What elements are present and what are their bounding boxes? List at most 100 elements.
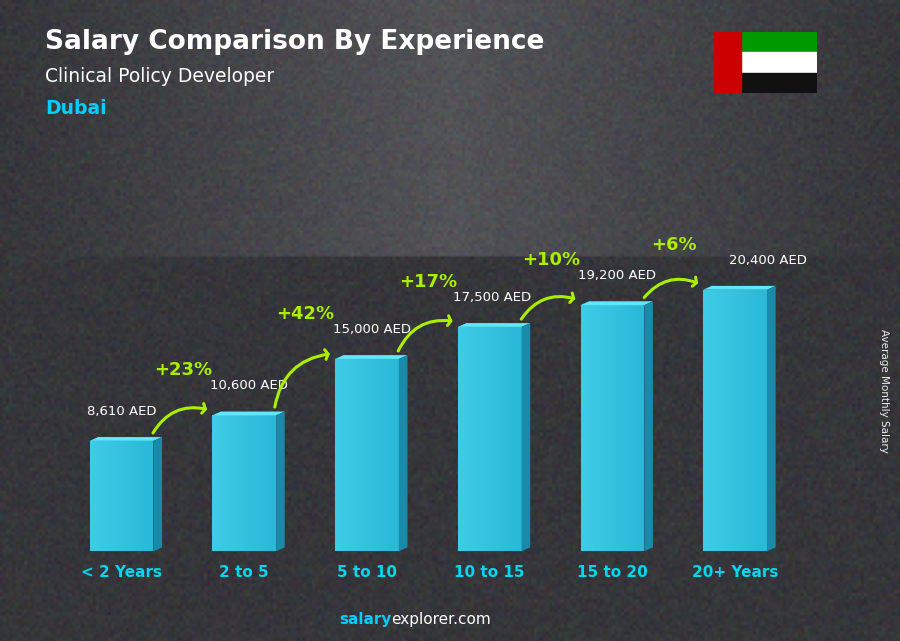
Text: salary: salary bbox=[339, 612, 392, 627]
Bar bbox=[590, 305, 593, 551]
Bar bbox=[703, 290, 706, 551]
Text: Dubai: Dubai bbox=[45, 99, 106, 119]
Bar bbox=[714, 32, 742, 93]
Bar bbox=[764, 290, 767, 551]
Bar bbox=[386, 359, 390, 551]
Bar bbox=[351, 359, 355, 551]
Bar bbox=[458, 327, 461, 551]
Bar bbox=[380, 359, 382, 551]
Bar bbox=[212, 415, 215, 551]
Bar bbox=[480, 327, 483, 551]
Bar bbox=[361, 359, 364, 551]
Text: +6%: +6% bbox=[651, 236, 697, 254]
Bar bbox=[264, 415, 266, 551]
Polygon shape bbox=[703, 286, 776, 290]
Bar bbox=[250, 415, 254, 551]
Bar bbox=[103, 441, 105, 551]
Bar bbox=[374, 359, 376, 551]
Bar bbox=[392, 359, 396, 551]
Bar bbox=[364, 359, 367, 551]
Bar bbox=[628, 305, 632, 551]
Text: 17,500 AED: 17,500 AED bbox=[453, 291, 531, 304]
Bar bbox=[231, 415, 235, 551]
Bar bbox=[719, 290, 723, 551]
Bar bbox=[616, 305, 619, 551]
Bar bbox=[634, 305, 638, 551]
Bar bbox=[725, 290, 729, 551]
Bar bbox=[612, 305, 616, 551]
Bar bbox=[122, 441, 125, 551]
Bar bbox=[754, 290, 758, 551]
Bar bbox=[732, 290, 735, 551]
Text: +17%: +17% bbox=[400, 273, 457, 291]
Bar bbox=[703, 290, 767, 551]
Bar bbox=[134, 441, 138, 551]
Bar bbox=[619, 305, 622, 551]
Bar bbox=[215, 415, 219, 551]
Bar bbox=[473, 327, 477, 551]
Bar bbox=[518, 327, 522, 551]
Bar bbox=[632, 305, 634, 551]
Bar bbox=[140, 441, 144, 551]
Bar bbox=[496, 327, 500, 551]
Bar bbox=[597, 305, 599, 551]
Bar bbox=[706, 290, 709, 551]
Bar bbox=[580, 305, 644, 551]
Bar bbox=[118, 441, 122, 551]
Bar bbox=[90, 441, 93, 551]
Polygon shape bbox=[458, 323, 530, 327]
Text: Average Monthly Salary: Average Monthly Salary bbox=[878, 329, 889, 453]
Polygon shape bbox=[153, 437, 162, 551]
Polygon shape bbox=[335, 355, 408, 359]
Bar bbox=[382, 359, 386, 551]
Bar bbox=[257, 415, 260, 551]
Text: 10,600 AED: 10,600 AED bbox=[210, 379, 288, 392]
Bar bbox=[212, 415, 276, 551]
Bar bbox=[738, 290, 742, 551]
Text: 20,400 AED: 20,400 AED bbox=[729, 254, 807, 267]
Text: Salary Comparison By Experience: Salary Comparison By Experience bbox=[45, 29, 544, 55]
Bar bbox=[138, 441, 140, 551]
Bar bbox=[714, 53, 817, 72]
Bar bbox=[713, 290, 716, 551]
Bar bbox=[508, 327, 512, 551]
Bar bbox=[493, 327, 496, 551]
Bar bbox=[93, 441, 96, 551]
Polygon shape bbox=[644, 301, 652, 551]
Bar bbox=[502, 327, 506, 551]
Polygon shape bbox=[276, 412, 284, 551]
Text: 15,000 AED: 15,000 AED bbox=[333, 323, 410, 336]
Text: Clinical Policy Developer: Clinical Policy Developer bbox=[45, 67, 274, 87]
Bar bbox=[235, 415, 238, 551]
Bar bbox=[150, 441, 153, 551]
Bar bbox=[99, 441, 103, 551]
Bar bbox=[461, 327, 464, 551]
Bar bbox=[477, 327, 480, 551]
Text: +10%: +10% bbox=[522, 251, 580, 269]
Bar bbox=[599, 305, 603, 551]
Bar bbox=[125, 441, 128, 551]
Bar bbox=[490, 327, 493, 551]
Bar bbox=[458, 327, 522, 551]
Bar bbox=[131, 441, 134, 551]
Bar bbox=[90, 441, 153, 551]
Polygon shape bbox=[522, 323, 530, 551]
Bar bbox=[105, 441, 109, 551]
Bar bbox=[471, 327, 473, 551]
Bar bbox=[147, 441, 150, 551]
Bar bbox=[584, 305, 587, 551]
Bar bbox=[266, 415, 270, 551]
Bar bbox=[748, 290, 752, 551]
Bar bbox=[742, 290, 744, 551]
Bar bbox=[222, 415, 225, 551]
Bar bbox=[638, 305, 641, 551]
Bar bbox=[603, 305, 606, 551]
Bar bbox=[606, 305, 609, 551]
Polygon shape bbox=[580, 301, 652, 305]
Bar bbox=[744, 290, 748, 551]
Bar bbox=[248, 415, 250, 551]
Bar bbox=[357, 359, 361, 551]
Bar bbox=[355, 359, 357, 551]
Bar bbox=[609, 305, 612, 551]
Bar bbox=[467, 327, 471, 551]
